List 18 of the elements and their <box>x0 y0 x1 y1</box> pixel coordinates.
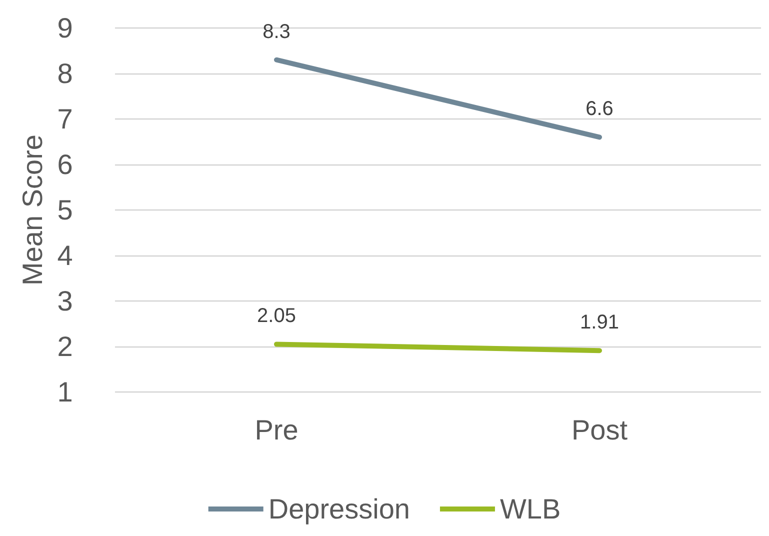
y-tick-label: 7 <box>57 104 73 134</box>
data-label: 2.05 <box>257 305 296 328</box>
y-tick-label: 8 <box>57 58 73 89</box>
y-tick-label: 4 <box>57 240 73 271</box>
y-tick-label: 1 <box>57 376 73 408</box>
y-tick-label: 6 <box>57 149 73 180</box>
data-label: 6.6 <box>586 98 614 120</box>
legend-label: Depression <box>268 494 410 524</box>
y-tick-label: 9 <box>57 12 73 44</box>
legend-label: WLB <box>500 494 561 524</box>
y-tick-label: 5 <box>57 194 73 226</box>
data-label: 1.91 <box>580 312 619 334</box>
y-tick-label: 3 <box>57 286 73 316</box>
y-axis-title: Mean Score <box>16 134 48 286</box>
y-tick-label: 2 <box>57 331 73 362</box>
x-tick-label: Post <box>571 414 628 446</box>
x-tick-label: Pre <box>254 414 298 446</box>
data-label: 8.3 <box>262 20 290 43</box>
